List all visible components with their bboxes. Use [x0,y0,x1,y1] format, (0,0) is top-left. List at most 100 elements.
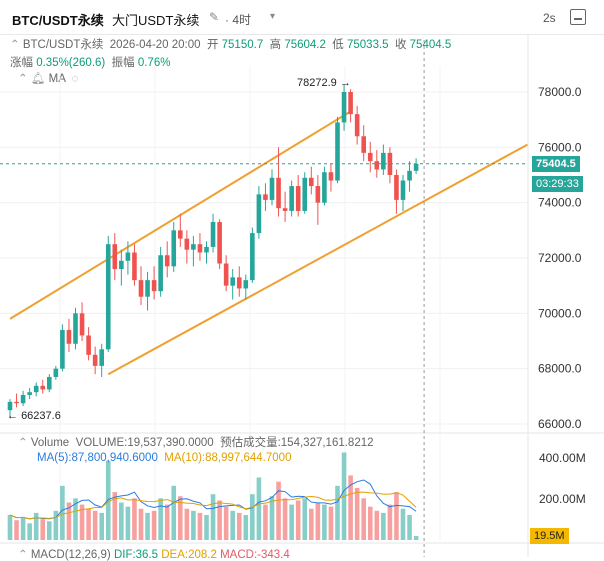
candle-body [289,186,294,211]
candle-body [33,385,39,393]
volume-bar [171,485,177,540]
volume-axis-400: 400.00M [539,451,586,465]
macd-info-row: ⌃ MACD(12,26,9) DIF:36.5 DEA:208.2 MACD:… [18,547,290,561]
ma-indicator-label[interactable]: MA [48,73,66,85]
macd-dif: DIF:36.5 [113,549,159,561]
chevron-up-icon[interactable]: ⌃ [18,549,28,561]
volume-bar [40,519,46,540]
macd-label: MACD(12,26,9) [30,549,111,561]
volume-bar [413,535,419,540]
candle-body [99,349,104,366]
volume-value: VOLUME:19,537,390.0000 [75,437,214,449]
candle-body [374,161,380,170]
candle-body [263,194,268,200]
volume-bar [381,512,386,540]
candle-body [105,244,111,350]
candle-body [250,233,255,281]
candle-body [341,92,347,123]
low-label: 低 [332,39,344,51]
candle-body [197,244,203,253]
contract-name: 大门USDT永续 [112,13,200,28]
high-label: 高 [269,39,282,51]
edit-icon[interactable]: ✎ [209,10,220,24]
symbol-title[interactable]: BTC/USDT永续 [12,13,104,28]
volume-bar [158,498,163,540]
volume-bar [210,494,216,540]
change-value: 0.35%(260.6) [36,57,106,69]
chevron-up-icon[interactable]: ⌃ [18,437,28,449]
candle-body [92,354,98,366]
volume-bar [367,506,373,540]
candle-body [73,313,78,344]
refresh-countdown: 2s [543,11,556,25]
open-label: 开 [206,39,219,51]
candle-body [407,170,412,181]
volume-bar [79,504,85,540]
timeframe-selector[interactable]: · 4时 [225,13,252,27]
candle-body [171,230,177,267]
candle-body [322,172,327,203]
volume-bar [60,485,65,540]
candle-body [309,177,314,187]
volume-bar [138,508,144,540]
volume-bar [112,492,118,540]
chevron-up-icon[interactable]: ⌃ [18,73,28,85]
volume-bar [289,504,294,540]
current-volume-tag: 19.5M [530,528,569,544]
candle-body [119,260,124,270]
candle-body [328,172,334,181]
volume-bar [394,492,399,540]
candle-body [400,180,406,200]
eye-off-icon[interactable]: ◌ [71,73,79,85]
amplitude-label: 振幅 [111,57,135,69]
candle-body [269,177,275,200]
volume-bar [354,487,360,540]
price-tick-label: 72000.0 [538,251,582,265]
volume-bar [27,523,32,540]
volume-bar [105,460,111,540]
candle-body [236,277,242,289]
price-tick-label: 74000.0 [538,196,582,210]
candle-body [132,252,137,281]
volume-bar [14,520,19,540]
candle-body [164,255,170,267]
chevron-up-icon[interactable]: ⌃ [10,39,20,51]
volume-ma-row: MA(5):87,800,940.6000 MA(10):88,997,644.… [37,452,291,464]
macd-value: MACD:-343.4 [220,549,290,561]
candle-body [243,280,249,289]
candle-body [112,244,118,270]
candle-body [27,392,32,395]
alert-icon[interactable]: 🔔︎ [30,73,46,85]
candle-body [394,175,399,200]
ohlc-symbol: BTC/USDT永续 [22,39,104,51]
chevron-down-icon[interactable]: ▾ [270,11,276,22]
candle-body [282,208,288,211]
candle-body [210,222,216,247]
volume-bar [230,510,235,540]
open-value: 75150.7 [221,39,264,51]
volume-bar [295,500,301,540]
volume-bar [184,508,190,540]
volume-bar [191,510,196,540]
volume-bar [204,515,209,540]
macd-dea: DEA:208.2 [161,549,217,561]
candle-body [276,177,281,209]
volume-bar [33,512,39,540]
candle-body [60,329,65,369]
volume-ma-line [9,479,417,520]
volume-bar [374,510,380,540]
fullscreen-icon[interactable] [570,9,586,25]
candle-body [20,394,26,404]
volume-bar [99,512,104,540]
candle-body [204,246,209,253]
close-value: 75404.5 [409,39,452,51]
top-bar: BTC/USDT永续 大门USDT永续 ✎ · 4时 ▾ 2s [0,0,604,35]
volume-bar [387,504,393,540]
change-label: 涨幅 [10,57,33,69]
volume-bar [47,521,52,540]
volume-bar [282,498,288,540]
candle-body [302,177,308,211]
change-row: 涨幅 0.35%(260.6) 振幅 0.76% [10,54,170,70]
close-label: 收 [394,39,407,51]
